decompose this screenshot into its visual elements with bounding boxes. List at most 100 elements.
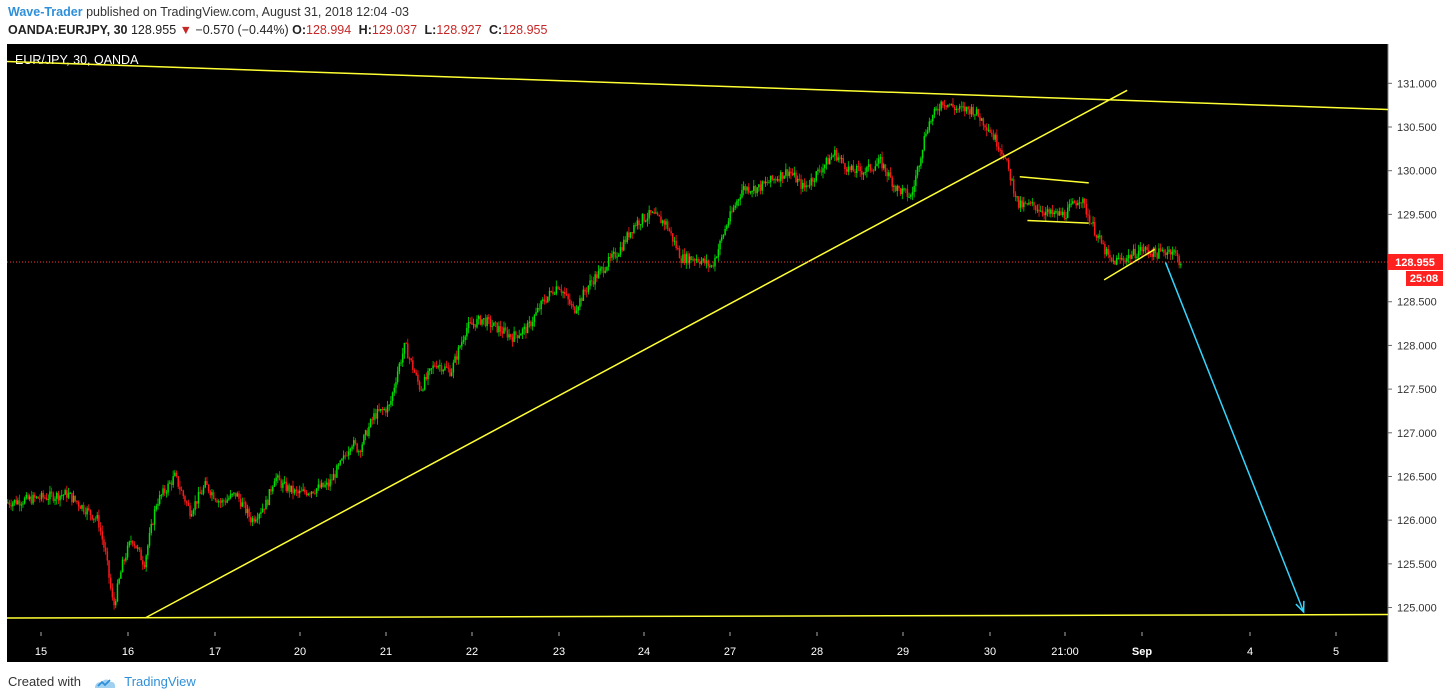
candle-body (1092, 221, 1094, 224)
candle-body (545, 301, 547, 303)
candle-body (928, 121, 931, 131)
candle-body (136, 547, 139, 549)
candle-body (852, 165, 855, 172)
trendline-rising-support[interactable] (144, 89, 1128, 619)
candle-body (69, 492, 71, 494)
candle-body (1077, 202, 1079, 206)
tradingview-logo-icon[interactable] (93, 676, 117, 690)
candle-body (874, 166, 877, 171)
trendline-small-support[interactable] (1103, 248, 1156, 281)
candle-body (533, 315, 536, 323)
candle-body (918, 166, 920, 168)
candle-body (668, 229, 671, 232)
candle-body (633, 225, 635, 233)
candle-body (277, 475, 279, 478)
candle-body (925, 133, 927, 136)
footer: Created with TradingView (8, 672, 196, 692)
candle-body (407, 343, 409, 359)
candle-body (260, 512, 262, 515)
candle-body (297, 491, 299, 494)
candle-body (1137, 250, 1140, 257)
trendline-flag-top[interactable] (1019, 176, 1089, 184)
candle-body (774, 179, 777, 181)
candle-body (1104, 243, 1106, 255)
candle-body (1060, 211, 1062, 216)
candle-body (481, 319, 483, 325)
candle-body (128, 541, 131, 546)
candle-body (118, 578, 120, 584)
candle-body (611, 253, 613, 258)
candle-body (64, 490, 66, 495)
candle-body (79, 506, 82, 509)
candle-body (1159, 248, 1162, 251)
candle-body (1072, 201, 1074, 204)
candle-body (319, 484, 321, 488)
candle-body (741, 190, 743, 198)
author-link[interactable]: Wave-Trader (8, 5, 83, 19)
candle-body (474, 324, 477, 328)
chart-header: Wave-Trader published on TradingView.com… (8, 3, 1428, 39)
y-tick-label: 128.500 (1397, 297, 1437, 309)
candle-body (488, 317, 490, 319)
candle-body (579, 298, 581, 307)
candle-body (1028, 202, 1030, 205)
trendline-horizontal-support[interactable] (7, 613, 1389, 619)
trendline-upper-resistance[interactable] (7, 60, 1389, 111)
candle-body (834, 149, 836, 156)
x-axis-labels: 15 16 17 20 21 22 23 24 27 28 29 30 21:00 Sep 4 5 (35, 632, 1339, 658)
candle-body (1068, 204, 1071, 208)
candle-body (923, 135, 926, 150)
candle-body (450, 372, 453, 376)
price-axis[interactable] (1388, 44, 1444, 632)
close-value: 128.955 (502, 23, 548, 37)
projection-arrow[interactable] (1164, 262, 1305, 613)
candle-body (347, 451, 350, 456)
chart-area[interactable]: EUR/JPY, 30, OANDA 125.000 125.500 126.000… (7, 44, 1444, 662)
candle-body (1041, 210, 1044, 214)
candle-body (985, 127, 988, 131)
candle-body (126, 545, 129, 558)
candle-body (179, 486, 181, 490)
candle-body (634, 225, 637, 227)
candle-body (167, 483, 169, 493)
candle-body (638, 220, 640, 225)
candle-body (295, 489, 298, 492)
candle-body (1066, 207, 1069, 218)
tradingview-link[interactable]: TradingView (124, 674, 196, 689)
candle-body (947, 104, 949, 107)
candle-body (1078, 202, 1081, 204)
candle-body (1075, 203, 1077, 206)
candle-body (163, 488, 166, 493)
time-axis[interactable] (7, 632, 1388, 662)
candle-body (614, 251, 617, 258)
candle-body (565, 294, 568, 296)
x-tick-label: 17 (209, 646, 221, 658)
trendline-flag-bottom[interactable] (1027, 219, 1089, 224)
candle-body (396, 371, 399, 383)
candle-body (1095, 235, 1098, 238)
candle-body (648, 210, 650, 219)
candle-body (531, 322, 534, 327)
candle-body (447, 367, 450, 369)
candle-body (557, 286, 559, 289)
candle-body (307, 493, 309, 496)
candle-body (661, 220, 664, 224)
candle-body (287, 485, 289, 491)
candle-body (697, 258, 699, 262)
candle-body (288, 485, 291, 493)
candle-body (422, 389, 424, 391)
candle-body (1085, 203, 1088, 215)
candle-body (67, 493, 70, 498)
candle-body (854, 171, 856, 174)
candle-body (886, 172, 888, 177)
candle-body (729, 211, 731, 222)
candle-body (663, 220, 666, 225)
price-chart[interactable]: EUR/JPY, 30, OANDA 125.000125.500126.000… (7, 44, 1444, 662)
candle-body (714, 257, 716, 267)
candle-body (577, 306, 580, 311)
candle-body (55, 492, 58, 499)
candle-body (390, 400, 392, 405)
candle-body (1107, 248, 1110, 255)
candle-body (169, 482, 171, 484)
candle-body (233, 492, 235, 494)
